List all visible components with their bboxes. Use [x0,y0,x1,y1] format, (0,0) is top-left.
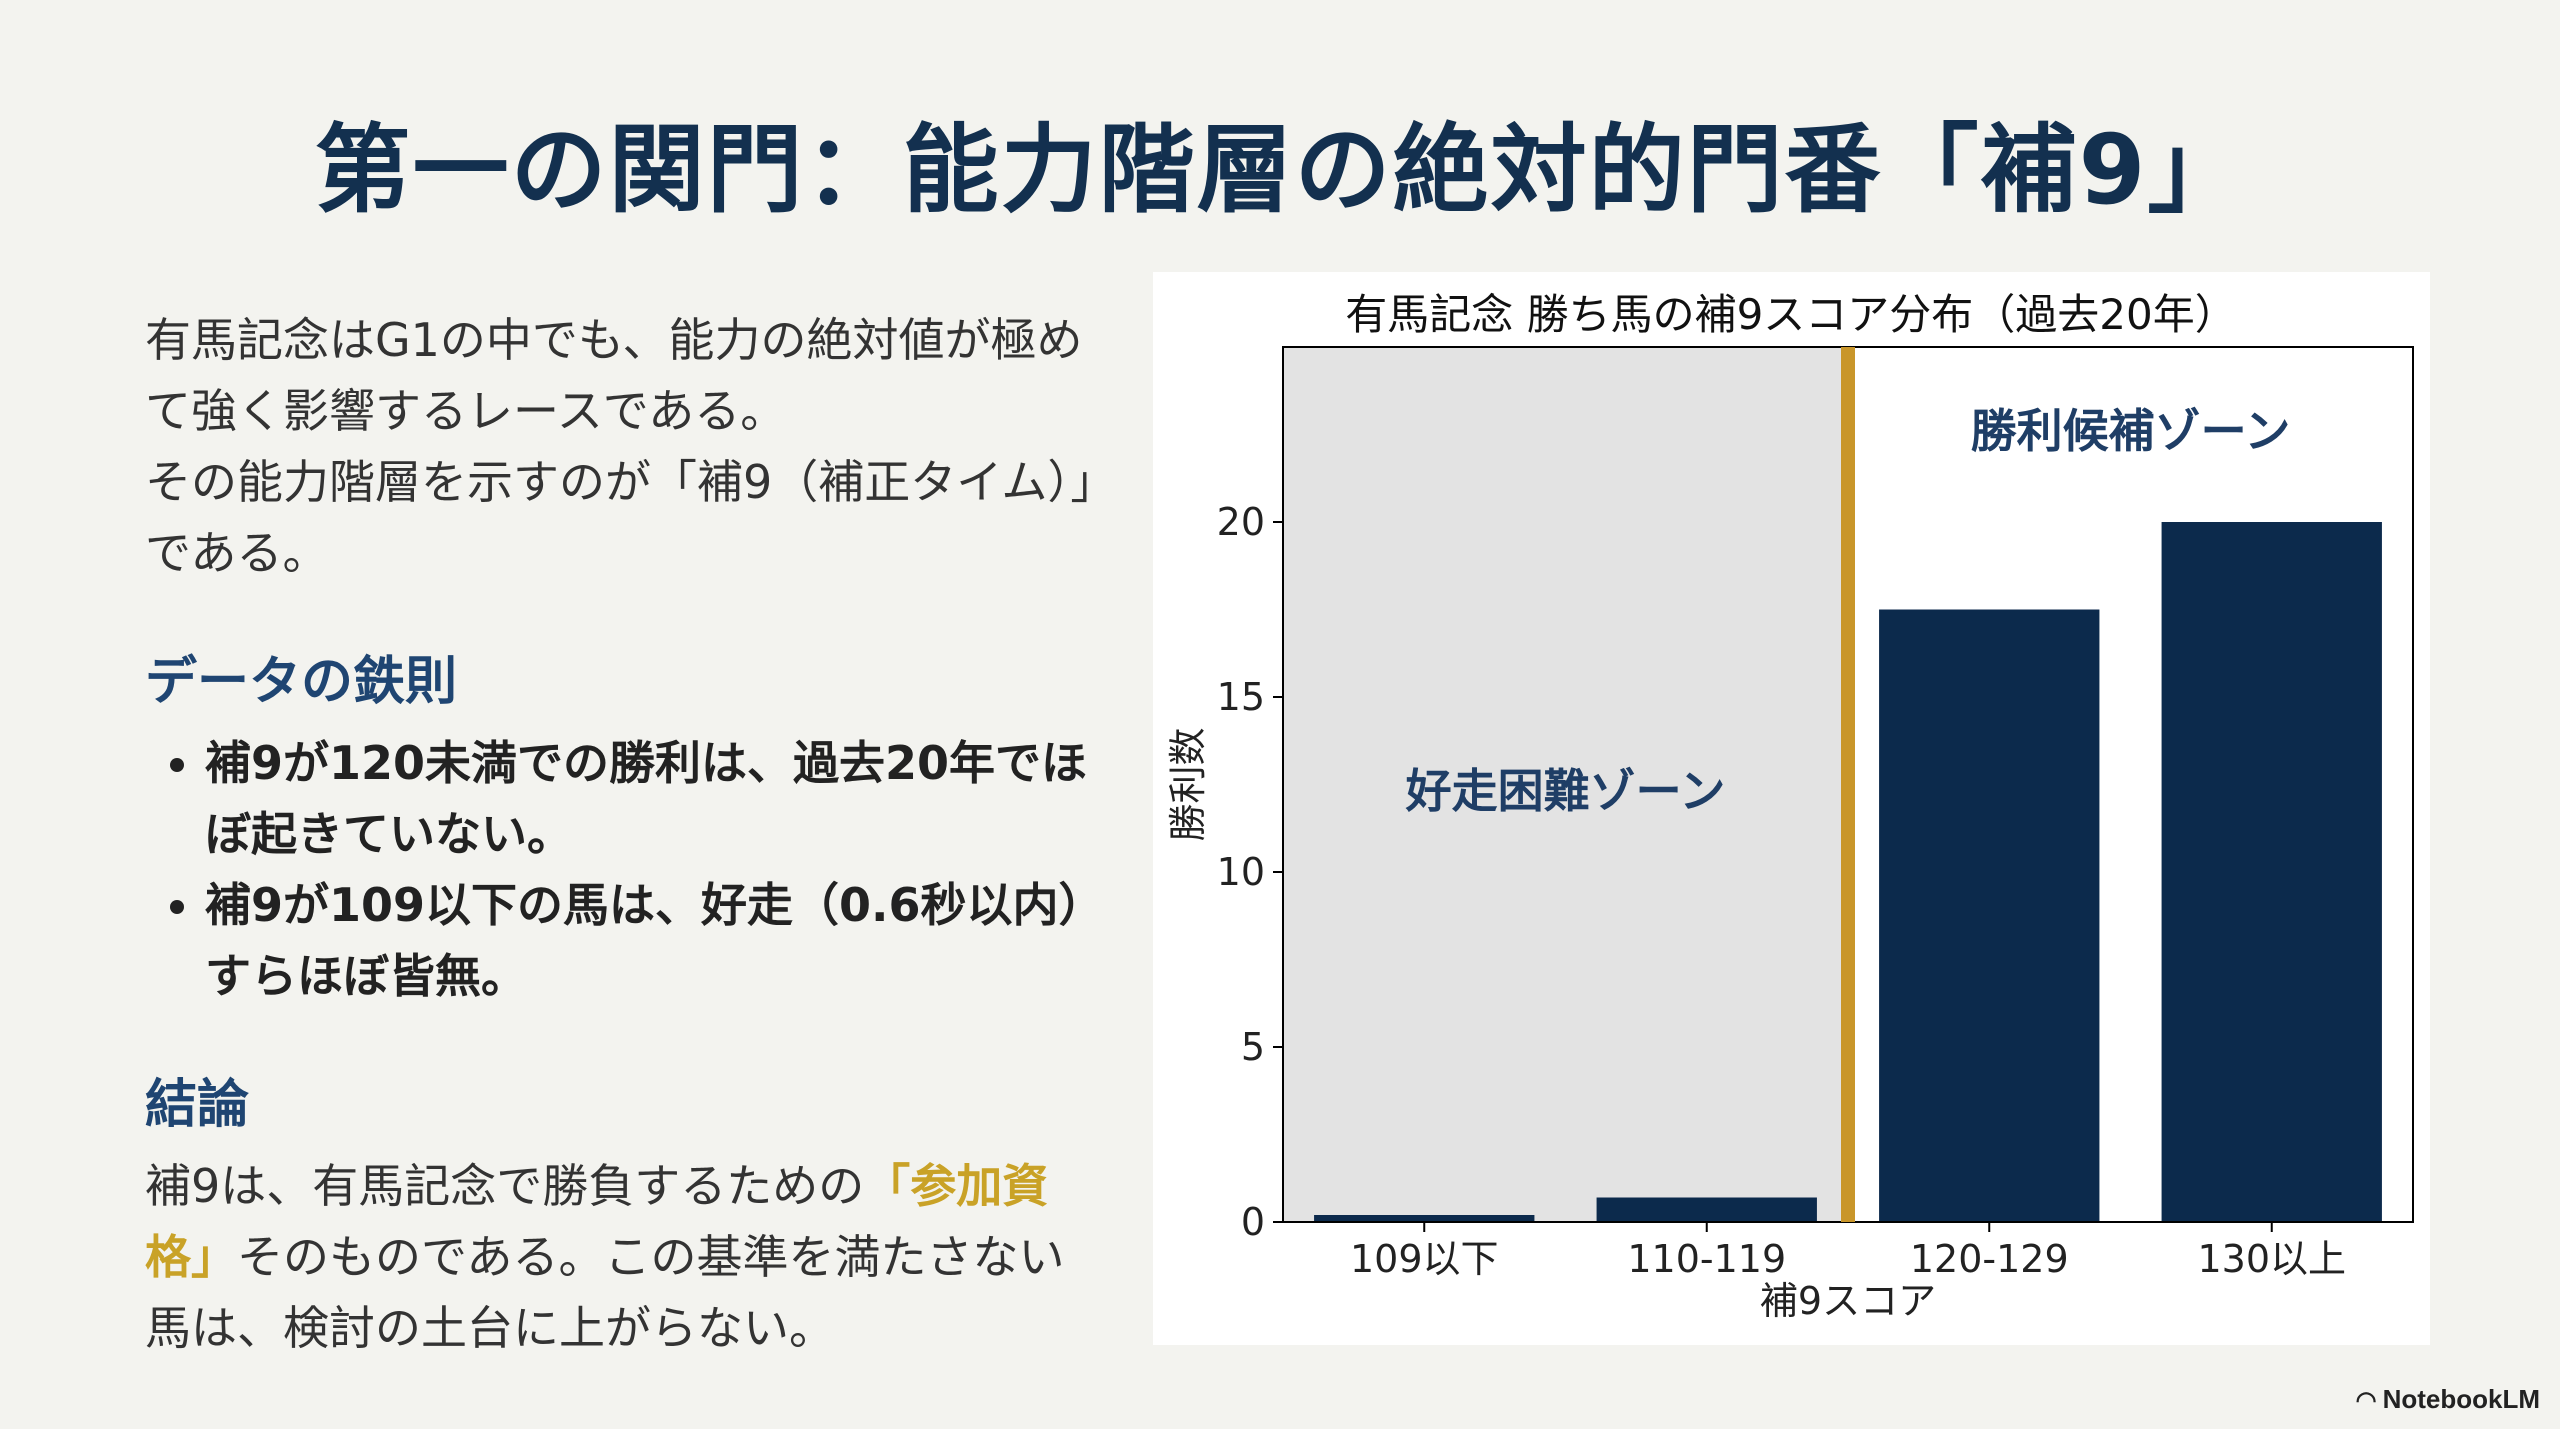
rules-list: 補9が120未満での勝利は、過去20年でほぼ起きていない。 補9が109以下の馬… [145,728,1105,1012]
conclusion-text-after: そのものである。この基準を満たさない馬は、検討の土台に上がらない。 [145,1230,1065,1355]
zone-label: 勝利候補ゾーン [1971,404,2291,458]
rules-heading: データの鉄則 [145,652,458,712]
intro-paragraph-2: その能力階層を示すのが「補9（補正タイム）」である。 [145,455,1094,580]
x-tick-label: 120-129 [1910,1237,2069,1281]
bar [1596,1197,1817,1222]
left-column: 有馬記念はG1の中でも、能力の絶対値が極めて強く影響するレースである。 その能力… [145,305,1105,1364]
y-axis-title: 勝利数 [1166,727,1210,841]
chart-panel: 有馬記念 勝ち馬の補9スコア分布（過去20年） 好走困難ゾーン 勝利候補ゾーン 0… [1153,272,2430,1345]
bar [2161,522,2382,1222]
y-tick-label: 20 [1217,500,1265,544]
zone-label: 好走困難ゾーン [1405,764,1726,818]
rule-item: 補9が120未満での勝利は、過去20年でほぼ起きていない。 [205,728,1105,870]
conclusion-highlight: 「参加資格」 [145,1159,1049,1284]
rule-item: 補9が109以下の馬は、好走（0.6秒以内）すらほぼ皆無。 [205,870,1105,1012]
bar [1879,609,2100,1222]
notebooklm-logo: ◠ NotebookLM [2356,1384,2540,1415]
bar [1314,1215,1535,1222]
bar-chart: 有馬記念 勝ち馬の補9スコア分布（過去20年） 好走困難ゾーン 勝利候補ゾーン 0… [1166,290,2414,1323]
zone-background [1283,347,1848,1222]
y-tick-label: 5 [1241,1025,1265,1069]
y-tick-label: 0 [1241,1200,1265,1244]
logo-text: NotebookLM [2382,1384,2540,1414]
x-axis-title: 補9スコア [1760,1279,1936,1323]
y-tick-label: 15 [1217,675,1265,719]
chart-title: 有馬記念 勝ち馬の補9スコア分布（過去20年） [1345,290,2237,339]
slide-title: 第一の関門：能力階層の絶対的門番「補9」 [314,114,2246,226]
conclusion-text: 補9は、有馬記念で勝負するための「参加資格」そのものである。この基準を満たさない… [145,1151,1105,1364]
x-tick-label: 109以下 [1350,1237,1499,1281]
y-tick-label: 10 [1217,850,1265,894]
x-tick-label: 130以上 [2197,1237,2346,1281]
conclusion-text-before: 補9は、有馬記念で勝負するための [145,1159,865,1213]
intro-paragraph-1: 有馬記念はG1の中でも、能力の絶対値が極めて強く影響するレースである。 [145,313,1083,438]
x-tick-label: 110-119 [1627,1237,1786,1281]
notebooklm-icon: ◠ [2355,1387,2377,1414]
conclusion-heading: 結論 [145,1075,250,1135]
